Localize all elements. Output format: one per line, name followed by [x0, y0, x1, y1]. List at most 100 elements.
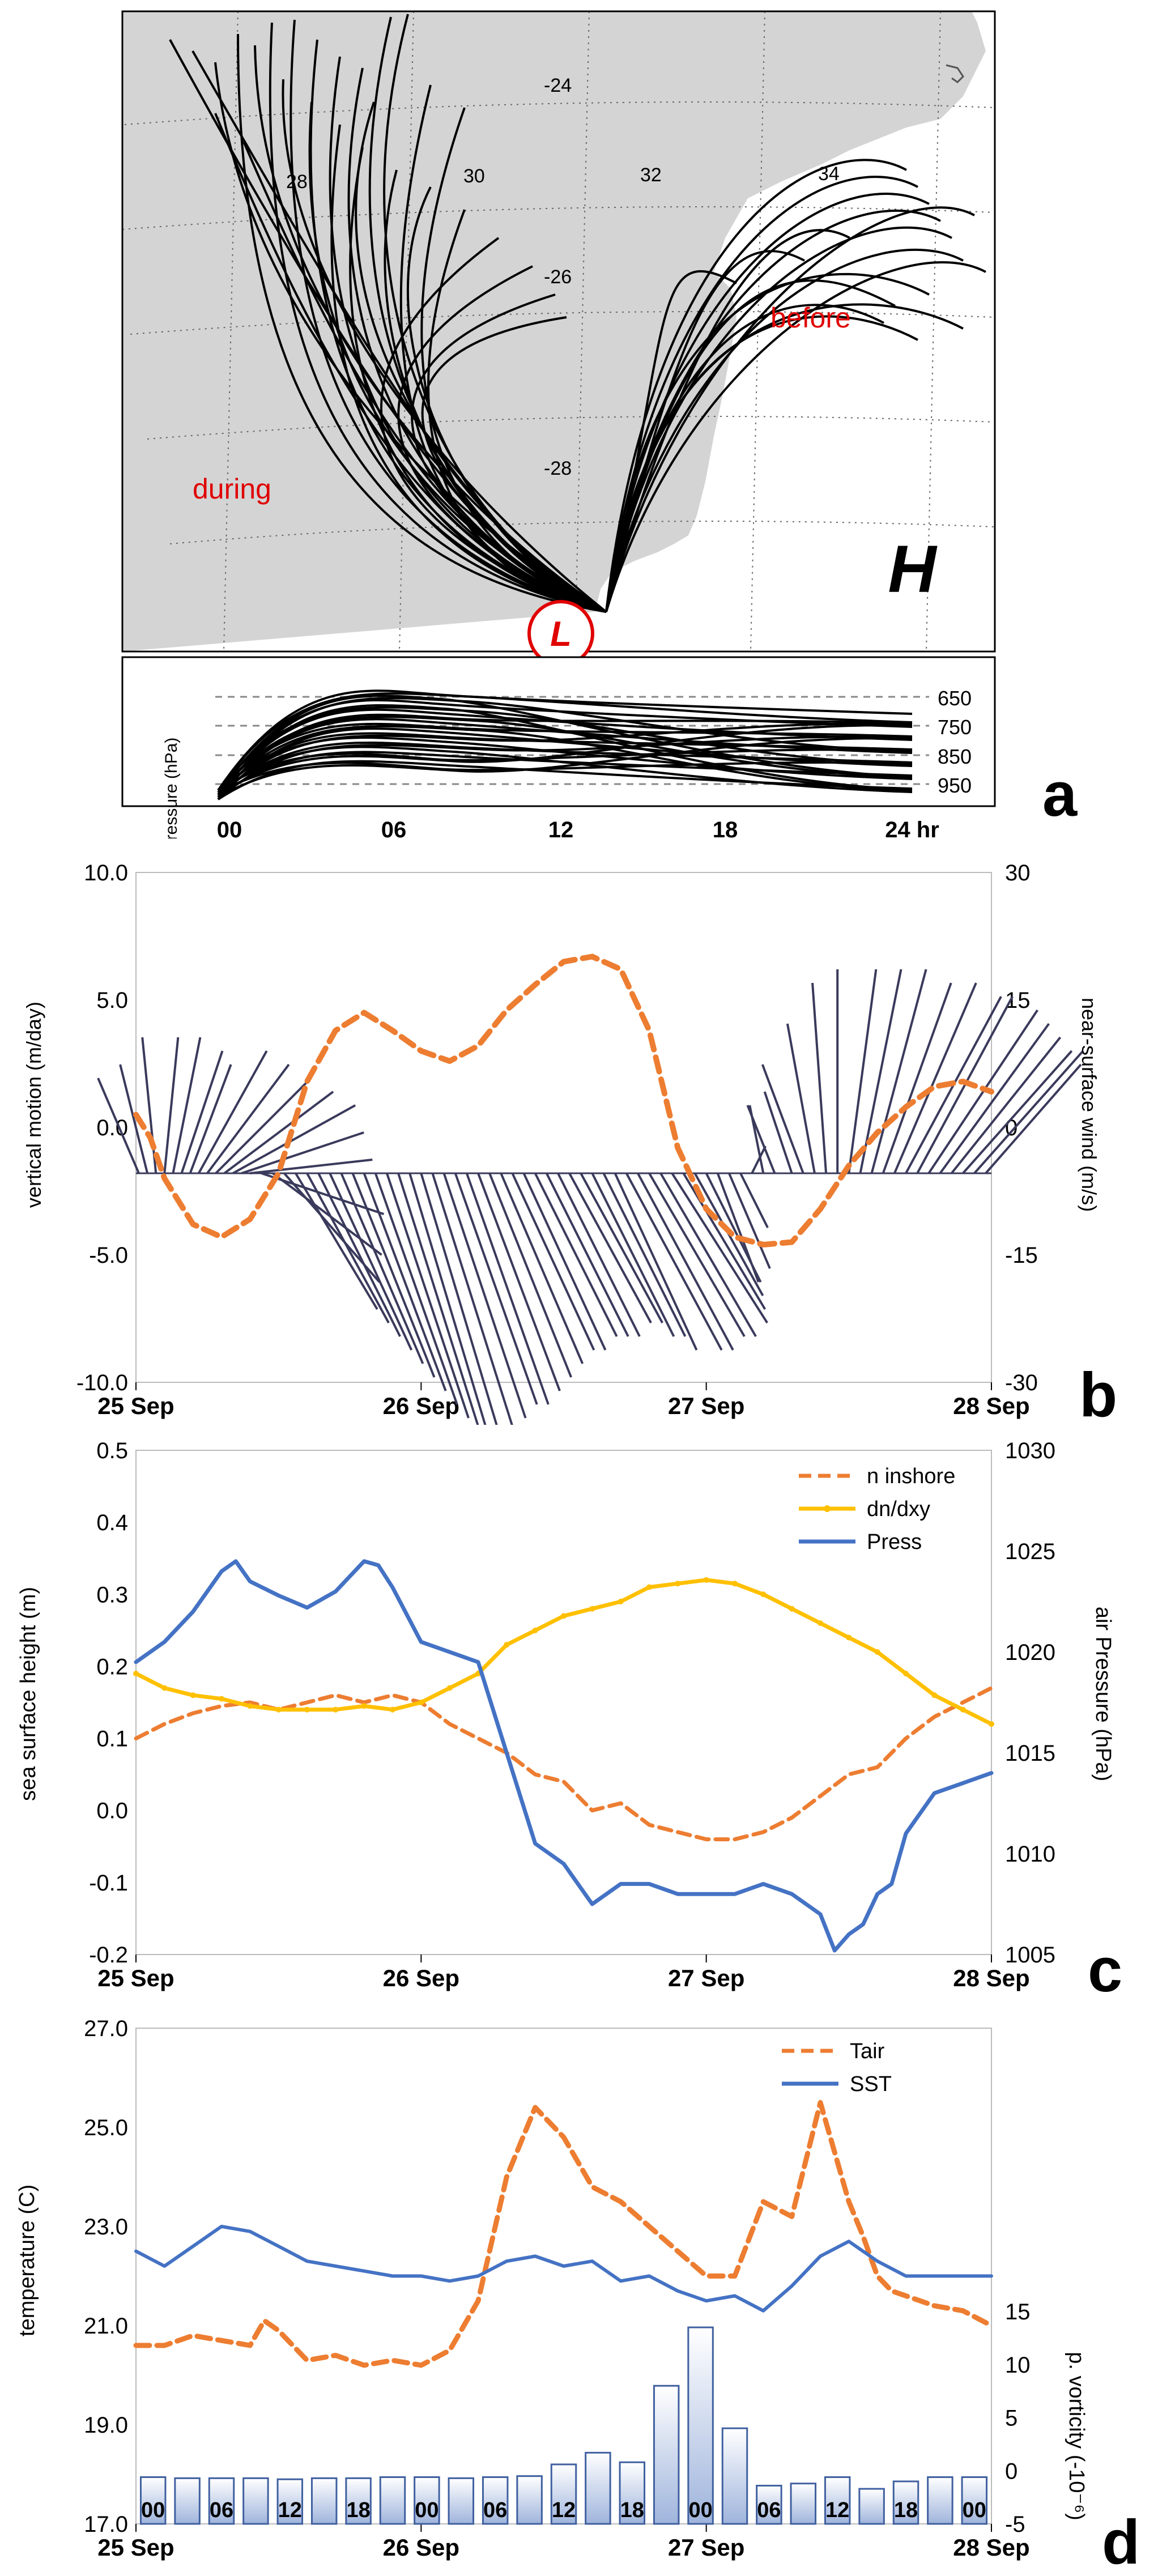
- wind-stick: [522, 1173, 607, 1351]
- wind-stick: [180, 1050, 224, 1174]
- wind-stick: [241, 1131, 364, 1174]
- wind-stick: [893, 982, 977, 1174]
- y-tick-label: 19.0: [84, 2413, 128, 2438]
- y-tick-label: 0.3: [96, 1582, 128, 1607]
- vorticity-bar: [242, 2477, 269, 2525]
- vorticity-bar: [824, 2476, 851, 2525]
- wind-stick: [751, 1146, 767, 1174]
- ssh-gradient-marker: [361, 1703, 367, 1709]
- wind-stick: [317, 1173, 401, 1337]
- trajectory-line: [605, 270, 737, 612]
- legend-label: SST: [850, 2072, 892, 2096]
- wind-stick: [534, 1173, 618, 1337]
- wind-stick: [637, 1173, 734, 1351]
- y2-tick-label: 1015: [1005, 1741, 1055, 1766]
- vorticity-bar: [379, 2476, 406, 2525]
- panel-letter-d: d: [1102, 2507, 1140, 2576]
- wind-stick: [659, 1172, 757, 1338]
- ssh-gradient-marker: [903, 1671, 909, 1677]
- wind-stick: [329, 1173, 413, 1351]
- vorticity-bar: [174, 2477, 201, 2525]
- bar-hour-label: 12: [825, 2498, 849, 2522]
- bar-hour-label: 06: [483, 2498, 507, 2522]
- ssh-gradient-marker: [161, 1685, 168, 1691]
- ssh-gradient-marker: [133, 1671, 139, 1677]
- y2-tick-label: 1030: [1005, 1438, 1055, 1463]
- vorticity-bar: [414, 2476, 440, 2525]
- plot-frame: [135, 872, 992, 1383]
- wind-stick: [189, 1064, 232, 1174]
- trajectory-line: [380, 237, 607, 613]
- wind-stick: [223, 1091, 334, 1174]
- trajectory-line: [411, 293, 607, 613]
- bar-hour-label: 18: [894, 2498, 918, 2522]
- vorticity-bar: [721, 2427, 748, 2525]
- y-tick-label: -10.0: [76, 1370, 128, 1395]
- trajectory-line: [605, 193, 930, 612]
- vorticity-bar: [619, 2461, 646, 2525]
- ssh-gradient-marker: [618, 1599, 624, 1604]
- wind-stick: [728, 1173, 771, 1269]
- wind-stick: [295, 1172, 378, 1310]
- pressure-trajectory-line: [218, 737, 913, 798]
- panel-c-y2label: air Pressure (hPa): [1091, 1607, 1115, 1781]
- wind-stick: [374, 1173, 458, 1405]
- ssh-gradient-marker: [760, 1591, 767, 1598]
- ssh-gradient-marker: [874, 1649, 880, 1655]
- legend-label: Press: [867, 1530, 922, 1554]
- pressure-trajectory-line: [217, 760, 913, 801]
- bar-hour-label: 00: [963, 2498, 986, 2522]
- panel-d: 27.0 25.0 23.0 21.0 19.0 17.025 Sep 26 Sep 27 S…: [15, 2016, 1140, 2576]
- wind-stick: [786, 1023, 816, 1174]
- panel-c-ylabel: sea surface height (m): [16, 1587, 40, 1801]
- vorticity-bar: [448, 2477, 475, 2525]
- trajectory-line: [282, 79, 607, 613]
- y-tick-label: 25.0: [84, 2115, 128, 2140]
- vorticity-bar: [585, 2451, 611, 2525]
- hour-tick: 24 hr: [885, 817, 939, 838]
- y2-tick-label: 30: [1005, 861, 1031, 885]
- vorticity-bar: [550, 2463, 577, 2525]
- pressure-trajectory-line: [217, 695, 913, 796]
- ssh-gradient-marker: [675, 1581, 681, 1587]
- wind-stick: [882, 982, 952, 1174]
- trajectory-line: [355, 101, 607, 613]
- pressure-trajectories: [217, 689, 913, 801]
- panel-letter-a: a: [1042, 760, 1078, 829]
- grid-line: [574, 11, 590, 652]
- wind-stick: [141, 1037, 157, 1174]
- vorticity-bar: [345, 2477, 372, 2525]
- wind-stick: [420, 1173, 498, 1425]
- plot-frame: [135, 2028, 992, 2524]
- wind-stick: [250, 1159, 373, 1174]
- wind-stick: [746, 1105, 776, 1174]
- wind-stick: [950, 1036, 1062, 1174]
- pressure-trajectory-line: [217, 725, 913, 796]
- wind-stick: [648, 1172, 746, 1338]
- y-tick-label: 27.0: [84, 2016, 128, 2041]
- pressure-line: [134, 1559, 994, 1953]
- wind-stick: [580, 1173, 663, 1323]
- grid-line: [147, 416, 995, 440]
- wind-stick: [363, 1173, 447, 1391]
- grid-line: [124, 101, 995, 125]
- trajectory-line: [242, 141, 607, 613]
- ssh-gradient-marker: [333, 1706, 339, 1713]
- y2-tick-label: 1010: [1005, 1842, 1055, 1867]
- vorticity-bar: [687, 2326, 714, 2525]
- level-label-750: 750: [938, 716, 972, 739]
- x-tick-label: 28 Sep: [953, 2534, 1029, 2561]
- ssh-gradient-marker: [589, 1606, 595, 1612]
- hour-tick: 06: [381, 817, 407, 838]
- ssh-gradient-line: [134, 1578, 994, 1726]
- x-tick-label: 27 Sep: [668, 2534, 744, 2561]
- x-tick-label: 26 Sep: [383, 1965, 459, 1991]
- lon-label: 32: [640, 164, 662, 186]
- wind-stick: [119, 1064, 149, 1174]
- label-high-pressure: H: [888, 532, 938, 607]
- x-tick-label: 25 Sep: [97, 1393, 174, 1419]
- vorticity-bar: [516, 2475, 543, 2525]
- y2-tick-label: 5: [1005, 2406, 1017, 2431]
- bar-hour-label: 06: [757, 2498, 781, 2522]
- wind-stick: [351, 1173, 436, 1378]
